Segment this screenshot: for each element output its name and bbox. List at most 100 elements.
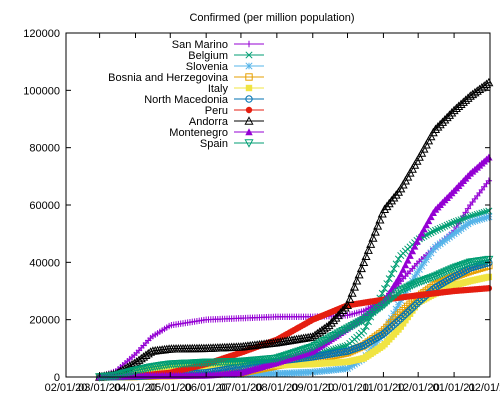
data-point	[447, 108, 457, 117]
data-point	[434, 225, 442, 233]
data-point	[305, 343, 315, 353]
data-point	[421, 140, 431, 149]
x-tick-label: 08/01/20	[255, 382, 298, 394]
data-point	[401, 310, 410, 318]
legend-entry: Slovenia	[186, 61, 264, 73]
data-point	[378, 289, 386, 297]
legend-label: Andorra	[189, 116, 229, 128]
data-point	[343, 364, 352, 372]
data-point	[294, 347, 304, 357]
data-point	[387, 270, 396, 278]
data-point	[427, 249, 435, 257]
data-point	[424, 217, 433, 225]
legend-label: Belgium	[188, 50, 228, 62]
x-tick-label: 09/01/20	[291, 382, 334, 394]
x-tick-label: 02/01/20	[45, 382, 88, 394]
data-point	[469, 217, 477, 226]
x-tick-label: 11/01/20	[362, 382, 404, 394]
data-point	[422, 221, 430, 229]
data-point	[422, 231, 430, 239]
data-point	[440, 115, 450, 124]
legend-entry: Peru	[205, 105, 264, 117]
data-point	[392, 260, 400, 268]
data-point	[485, 153, 493, 161]
x-tick-label: 02/01/21	[469, 382, 500, 394]
data-point	[408, 247, 417, 255]
data-point	[347, 322, 357, 331]
data-point	[399, 312, 407, 321]
data-point	[410, 280, 420, 289]
data-point	[377, 209, 387, 218]
data-point	[356, 317, 366, 326]
data-point	[485, 285, 493, 292]
data-point	[340, 325, 350, 335]
data-point	[361, 251, 371, 260]
data-point	[315, 339, 325, 348]
data-point	[308, 343, 318, 352]
data-point	[449, 105, 459, 115]
data-point	[420, 259, 428, 267]
data-point	[329, 332, 339, 341]
data-point	[368, 233, 378, 242]
data-point	[413, 269, 421, 277]
data-point	[280, 352, 290, 361]
data-point	[333, 329, 343, 338]
legend-entry: Italy	[208, 83, 264, 95]
legend-label: Italy	[208, 83, 229, 95]
data-point	[386, 195, 397, 205]
data-point	[387, 318, 396, 327]
data-point	[352, 276, 362, 285]
data-point	[383, 327, 391, 335]
data-point	[346, 363, 354, 371]
y-tick-label: 120000	[23, 28, 60, 40]
data-point	[363, 245, 373, 254]
data-point	[278, 352, 288, 362]
y-tick-label: 40000	[29, 257, 60, 269]
data-point	[426, 131, 436, 141]
data-point	[338, 327, 348, 336]
data-point	[458, 261, 468, 270]
data-point	[397, 270, 405, 278]
data-point	[349, 320, 359, 330]
data-point	[298, 346, 309, 355]
legend-label: Montenegro	[169, 127, 228, 139]
data-point	[402, 317, 409, 324]
data-point	[348, 361, 356, 370]
data-point	[482, 213, 491, 222]
data-point	[419, 144, 429, 153]
data-point	[326, 318, 336, 327]
data-point	[385, 275, 393, 283]
data-point	[437, 269, 448, 278]
data-point	[440, 268, 450, 277]
data-point	[324, 334, 334, 343]
data-point	[420, 225, 428, 233]
legend-label: Bosnia and Herzegovina	[108, 72, 229, 84]
data-point	[415, 265, 423, 273]
legend-marker	[245, 51, 253, 59]
data-point	[412, 156, 422, 165]
legend-label: Slovenia	[186, 61, 229, 73]
legend-entry: Montenegro	[169, 127, 264, 139]
data-point	[443, 221, 451, 229]
data-point	[312, 340, 322, 350]
data-point	[418, 262, 426, 270]
data-point	[414, 152, 424, 161]
data-point	[385, 319, 393, 327]
data-point	[324, 320, 334, 330]
data-point	[391, 190, 401, 199]
data-point	[411, 304, 418, 311]
data-point	[398, 285, 408, 295]
data-point	[458, 97, 468, 106]
data-point	[350, 360, 359, 368]
data-point	[426, 274, 436, 283]
data-point	[336, 328, 346, 337]
data-point	[399, 320, 407, 327]
axes-layer: 0 20000 40000 60000 80000 100000 120000 02/01/2…	[23, 28, 500, 394]
data-point	[285, 350, 295, 360]
legend-entry: Belgium	[188, 50, 264, 62]
data-point	[111, 371, 121, 381]
data-point	[409, 307, 416, 314]
